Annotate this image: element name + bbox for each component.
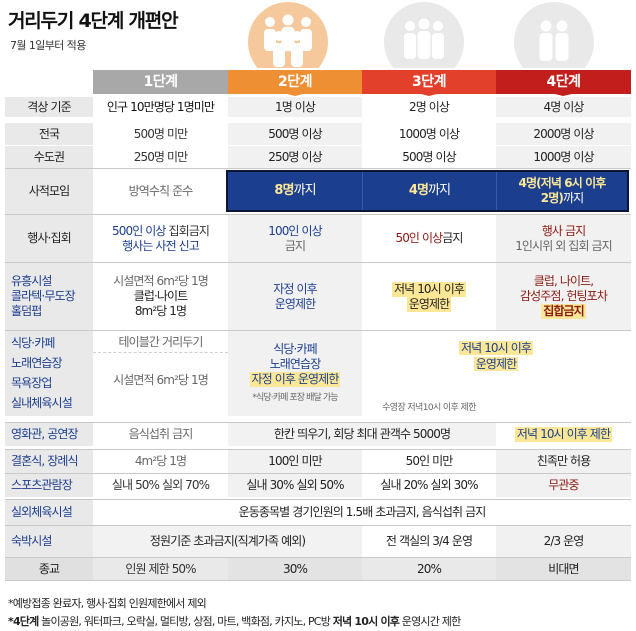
label-sports: 스포츠관람장 bbox=[5, 474, 93, 497]
meeting-level2: 8명 까지 bbox=[274, 182, 316, 198]
sports-level3: 실내 20% 실외 30% bbox=[362, 474, 496, 497]
label-cinema: 영화관, 공연장 bbox=[5, 423, 93, 446]
wedding-level1: 4m²당 1명 bbox=[93, 450, 228, 473]
row-assembly: 행사·집회 500인 이상 집회금지 행사는 사전 신고 100인 이상 금지 … bbox=[5, 214, 631, 262]
capital-level4: 1000명 이상 bbox=[496, 146, 631, 168]
label-food: 식당·카페 노래연습장 목욕장업 실내체육시설 bbox=[5, 331, 93, 416]
nation-level2: 500명 이상 bbox=[228, 123, 362, 145]
lodging-level3: 전 객실의 3/4 운영 bbox=[362, 526, 496, 557]
label-outdoor: 실외체육시설 bbox=[5, 500, 93, 525]
sports-level2: 실내 30% 실외 50% bbox=[228, 474, 362, 497]
wedding-level3: 50인 미만 bbox=[362, 450, 496, 473]
meeting-highlight-box: 8명 까지 4명 까지 4명(저녁 6시 이후 2명)까지 bbox=[226, 170, 629, 212]
nation-level3: 1000명 이상 bbox=[362, 123, 496, 145]
assembly-level3: 50인 이상 금지 bbox=[362, 215, 496, 262]
religion-level1: 인원 제한 50% bbox=[93, 558, 228, 580]
row-wedding: 결혼식, 장례식 4m²당 1명 100인 미만 50인 미만 친족만 허용 bbox=[5, 449, 631, 473]
nation-level1: 500명 미만 bbox=[93, 123, 228, 145]
assembly-level4: 행사 금지 1인시위 외 집회 금지 bbox=[496, 215, 631, 262]
page-subtitle: 7월 1일부터 적용 bbox=[10, 39, 86, 52]
row-meeting: 사적모임 방역수칙 준수 bbox=[5, 168, 631, 214]
label-entertainment: 유흥시설 콜라텍·무도장 홀덤펍 bbox=[5, 263, 93, 330]
criteria-level2: 1명 이상 bbox=[228, 97, 362, 117]
lodging-level12: 정원기준 초과금지(직계가족 예외) bbox=[93, 526, 362, 557]
label-nation: 전국 bbox=[5, 123, 93, 145]
label-meeting: 사적모임 bbox=[5, 169, 93, 214]
row-criteria: 격상 기준 인구 10만명당 1명미만 1명 이상 2명 이상 4명 이상 bbox=[5, 97, 631, 117]
assembly-level1: 500인 이상 집회금지 행사는 사전 신고 bbox=[93, 215, 228, 262]
level-2-arrow bbox=[228, 70, 362, 96]
people-group-icon-medium bbox=[384, 2, 464, 68]
people-group-icon-large bbox=[248, 2, 328, 68]
entertainment-level2: 자정 이후 운영제한 bbox=[228, 263, 362, 330]
row-capital: 수도권 250명 미만 250명 이상 500명 이상 1000명 이상 bbox=[5, 146, 631, 168]
religion-level3: 20% bbox=[362, 558, 496, 580]
label-criteria: 격상 기준 bbox=[5, 97, 93, 117]
cinema-level4: 저녁 10시 이후 제한 bbox=[496, 423, 631, 446]
wedding-level4: 친족만 허용 bbox=[496, 450, 631, 473]
row-food: 식당·카페 노래연습장 목욕장업 실내체육시설 테이블간 거리두기 시설면적 6… bbox=[5, 330, 631, 416]
row-lodging: 숙박시설 정원기준 초과금지(직계가족 예외) 전 객실의 3/4 운영 2/3… bbox=[5, 525, 631, 557]
level-3-arrow bbox=[362, 70, 496, 96]
level-2-header: 2단계 bbox=[277, 74, 313, 90]
food-level1: 테이블간 거리두기 시설면적 6m²당 1명 bbox=[93, 331, 228, 416]
capital-level2: 250명 이상 bbox=[228, 146, 362, 168]
food-level2: 식당·카페 노래연습장 자정 이후 운영제한 *식당·카페 포장 배달 가능 bbox=[228, 331, 362, 416]
wedding-level2: 100인 미만 bbox=[228, 450, 362, 473]
religion-level2: 30% bbox=[228, 558, 362, 580]
meeting-level1: 방역수칙 준수 bbox=[93, 169, 228, 214]
row-sports: 스포츠관람장 실내 50% 실외 70% 실내 30% 실외 50% 실내 20… bbox=[5, 473, 631, 497]
entertainment-level3: 저녁 10시 이후 운영제한 bbox=[362, 263, 496, 330]
footnote-level4: *4단계 놀이공원, 워터파크, 오락실, 멀티방, 상점, 마트, 백화점, … bbox=[8, 615, 461, 628]
criteria-level3: 2명 이상 bbox=[362, 97, 496, 117]
food-level3-note: 수영장 저녁10시 이후 제한 bbox=[382, 403, 476, 413]
level-4-header: 4단계 bbox=[546, 74, 581, 90]
entertainment-level1: 시설면적 6m²당 1명 클럽·나이트 8m²당 1명 bbox=[93, 263, 228, 330]
sports-level1: 실내 50% 실외 70% bbox=[93, 474, 228, 497]
level-1-header: 1단계 bbox=[93, 70, 228, 94]
capital-level3: 500명 이상 bbox=[362, 146, 496, 168]
row-entertainment: 유흥시설 콜라텍·무도장 홀덤펍 시설면적 6m²당 1명 클럽·나이트 8m²… bbox=[5, 262, 631, 330]
row-religion: 종교 인원 제한 50% 30% 20% 비대면 bbox=[5, 557, 631, 581]
capital-level1: 250명 미만 bbox=[93, 146, 228, 168]
lodging-level4: 2/3 운영 bbox=[496, 526, 631, 557]
meeting-level3: 4명 까지 bbox=[362, 172, 496, 210]
criteria-level4: 4명 이상 bbox=[496, 97, 631, 117]
label-wedding: 결혼식, 장례식 bbox=[5, 450, 93, 473]
label-capital: 수도권 bbox=[5, 146, 93, 168]
label-religion: 종교 bbox=[5, 558, 93, 580]
label-lodging: 숙박시설 bbox=[5, 526, 93, 557]
religion-level4: 비대면 bbox=[496, 558, 631, 580]
nation-level4: 2000명 이상 bbox=[496, 123, 631, 145]
row-outdoor: 실외체육시설 운동종목별 경기인원의 1.5배 초과금지, 음식섭취 금지 bbox=[5, 499, 631, 525]
entertainment-level4: 클럽, 나이트, 감성주점, 헌팅포차 집합금지 bbox=[496, 263, 631, 330]
page-title: 거리두기 4단계 개편안 bbox=[8, 10, 179, 32]
footnote-vaccinated: *예방접종 완료자, 행사·집회 인원제한에서 제외 bbox=[8, 597, 207, 610]
food-level34: 저녁 10시 이후 운영제한 수영장 저녁10시 이후 제한 bbox=[362, 331, 630, 416]
level-4-arrow bbox=[496, 70, 631, 96]
meeting-level4: 4명(저녁 6시 이후 2명)까지 bbox=[496, 172, 627, 210]
outdoor-all-levels: 운동종목별 경기인원의 1.5배 초과금지, 음식섭취 금지 bbox=[93, 500, 631, 525]
criteria-level1: 인구 10만명당 1명미만 bbox=[93, 97, 228, 117]
cinema-level1: 음식섭취 금지 bbox=[93, 423, 228, 446]
label-assembly: 행사·집회 bbox=[5, 215, 93, 262]
sports-level4: 무관중 bbox=[496, 474, 631, 497]
level-3-header: 3단계 bbox=[411, 74, 447, 90]
people-group-icon-small bbox=[514, 2, 594, 68]
row-cinema: 영화관, 공연장 음식섭취 금지 한칸 띄우기, 회당 최대 관객수 5000명… bbox=[5, 422, 631, 446]
assembly-level2: 100인 이상 금지 bbox=[228, 215, 362, 262]
cinema-level23: 한칸 띄우기, 회당 최대 관객수 5000명 bbox=[228, 423, 496, 446]
row-nation: 전국 500명 미만 500명 이상 1000명 이상 2000명 이상 bbox=[5, 123, 631, 145]
